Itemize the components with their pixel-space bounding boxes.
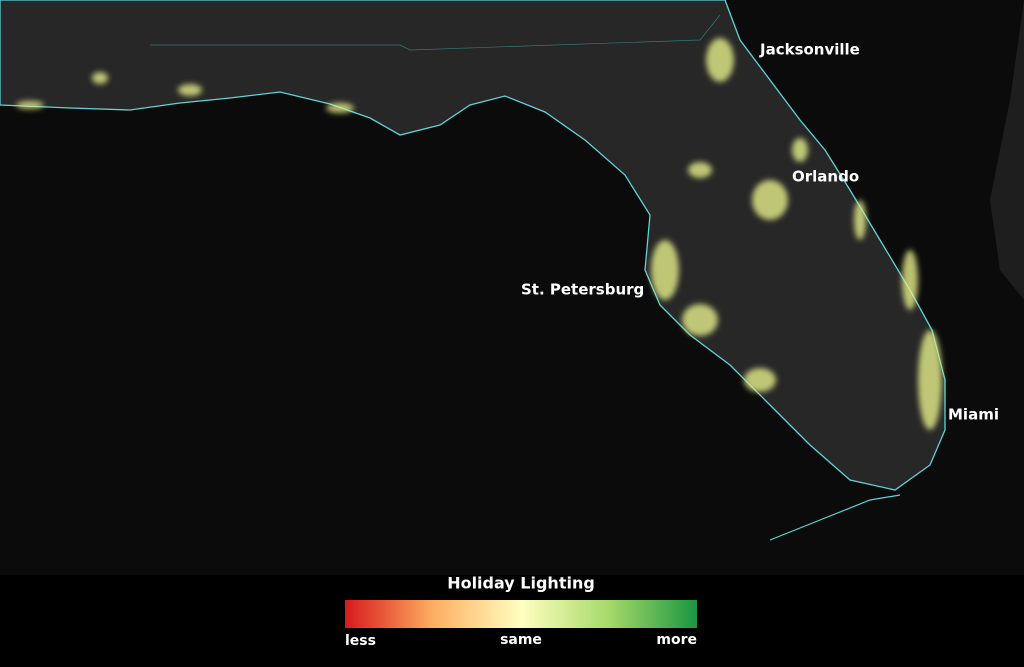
keys	[769, 494, 901, 541]
city-label: Jacksonville	[759, 41, 860, 59]
land	[0, 0, 946, 491]
bahamas	[990, 0, 1024, 300]
legend-high: more	[656, 632, 697, 648]
legend-title: Holiday Lighting	[447, 574, 595, 593]
lights	[16, 38, 942, 430]
state-border	[150, 14, 721, 51]
legend-low: less	[345, 633, 376, 649]
legend-ramp	[345, 600, 697, 628]
city-label: St. Petersburg	[521, 281, 644, 299]
legend-mid: same	[500, 632, 542, 648]
city-label: Orlando	[792, 168, 859, 186]
city-label: Miami	[948, 406, 999, 424]
